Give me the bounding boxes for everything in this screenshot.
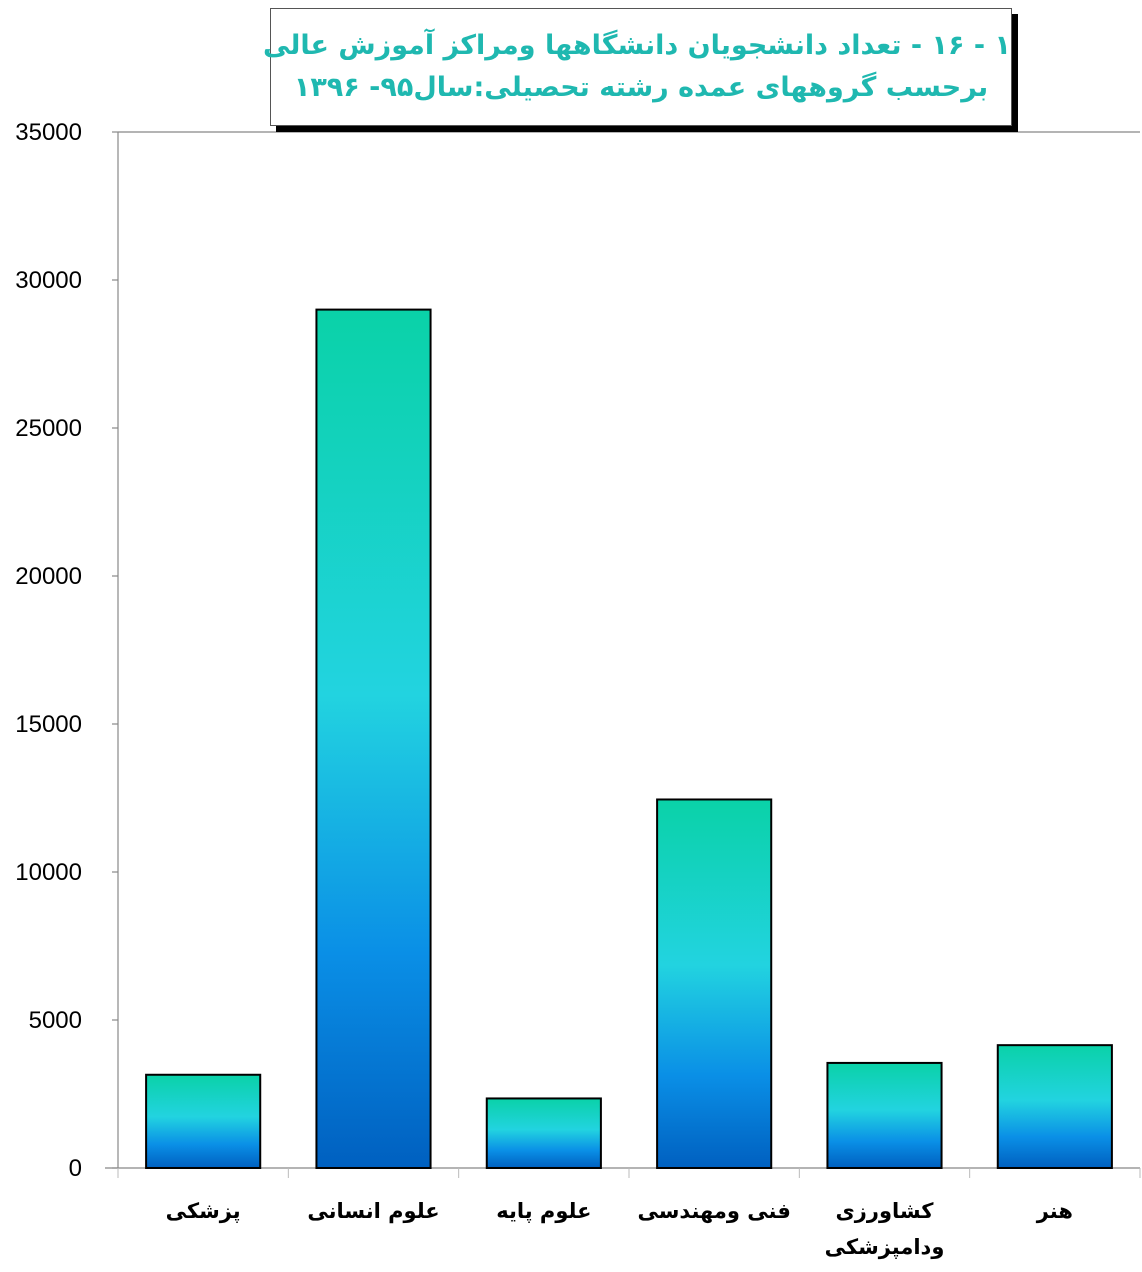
- y-tick-label: 5000: [29, 1007, 82, 1034]
- bar: [485, 1097, 602, 1169]
- y-tick-label: 0: [69, 1155, 82, 1182]
- bars: [145, 308, 1113, 1170]
- y-tick-label: 20000: [15, 563, 82, 590]
- x-category-label: هنر: [1036, 1199, 1073, 1223]
- y-tick-label: 35000: [15, 119, 82, 146]
- labels: 0 5000 10000 15000 20000 25000 30000 35000 پزشکی…: [15, 119, 1073, 1259]
- chart-title-line-2: برحسب گروههای عمده رشته تحصیلی:سال۹۵- ۱۳…: [293, 72, 989, 103]
- axes: [105, 131, 1141, 1178]
- chart-title-line-1: ۱ - ۱۶ - تعداد دانشجویان دانشگاهها ومراک…: [262, 30, 1011, 61]
- chart-title-box: ۱ - ۱۶ - تعداد دانشجویان دانشگاهها ومراک…: [262, 8, 1012, 126]
- x-category-label: فنی ومهندسی: [637, 1199, 790, 1223]
- y-tick-label: 15000: [15, 711, 82, 738]
- bar: [656, 798, 773, 1169]
- x-category-label: علوم پایه: [496, 1199, 591, 1223]
- x-category-label: پزشکی: [166, 1199, 241, 1223]
- x-category-label: علوم انسانی: [307, 1199, 439, 1223]
- x-category-label: ودامپزشکی: [825, 1235, 945, 1259]
- y-tick-label: 30000: [15, 267, 82, 294]
- x-category-label: کشاورزی: [836, 1199, 935, 1223]
- bar: [145, 1073, 262, 1170]
- y-tick-label: 10000: [15, 859, 82, 886]
- bar: [996, 1044, 1113, 1170]
- bar: [826, 1061, 943, 1170]
- y-tick-label: 25000: [15, 415, 82, 442]
- bar: [315, 308, 432, 1170]
